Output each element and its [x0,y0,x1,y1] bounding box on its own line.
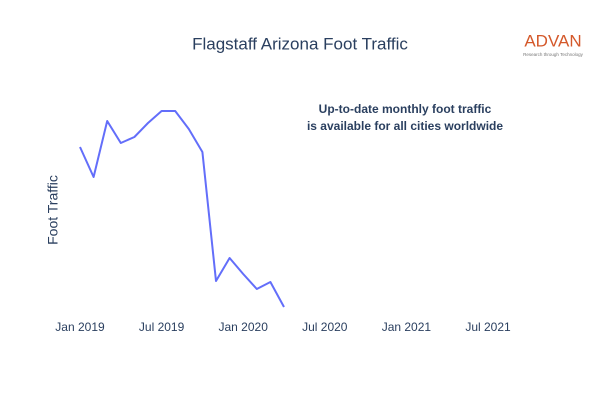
logo-tagline: Research through Technology [523,52,583,57]
logo: ADVAN [524,31,581,50]
x-tick-label: Jan 2019 [55,320,105,334]
x-tick-label: Jan 2021 [382,320,432,334]
y-axis-label: Foot Traffic [45,175,61,245]
line [79,110,285,308]
x-tick-label: Jul 2019 [139,320,185,334]
annotation: is available for all cities worldwide [307,119,503,133]
x-tick-label: Jul 2021 [465,320,511,334]
x-tick-label: Jul 2020 [302,320,348,334]
chart-title: Flagstaff Arizona Foot Traffic [192,34,408,53]
x-tick-label: Jan 2020 [219,320,269,334]
annotation: Up-to-date monthly foot traffic [319,102,492,116]
